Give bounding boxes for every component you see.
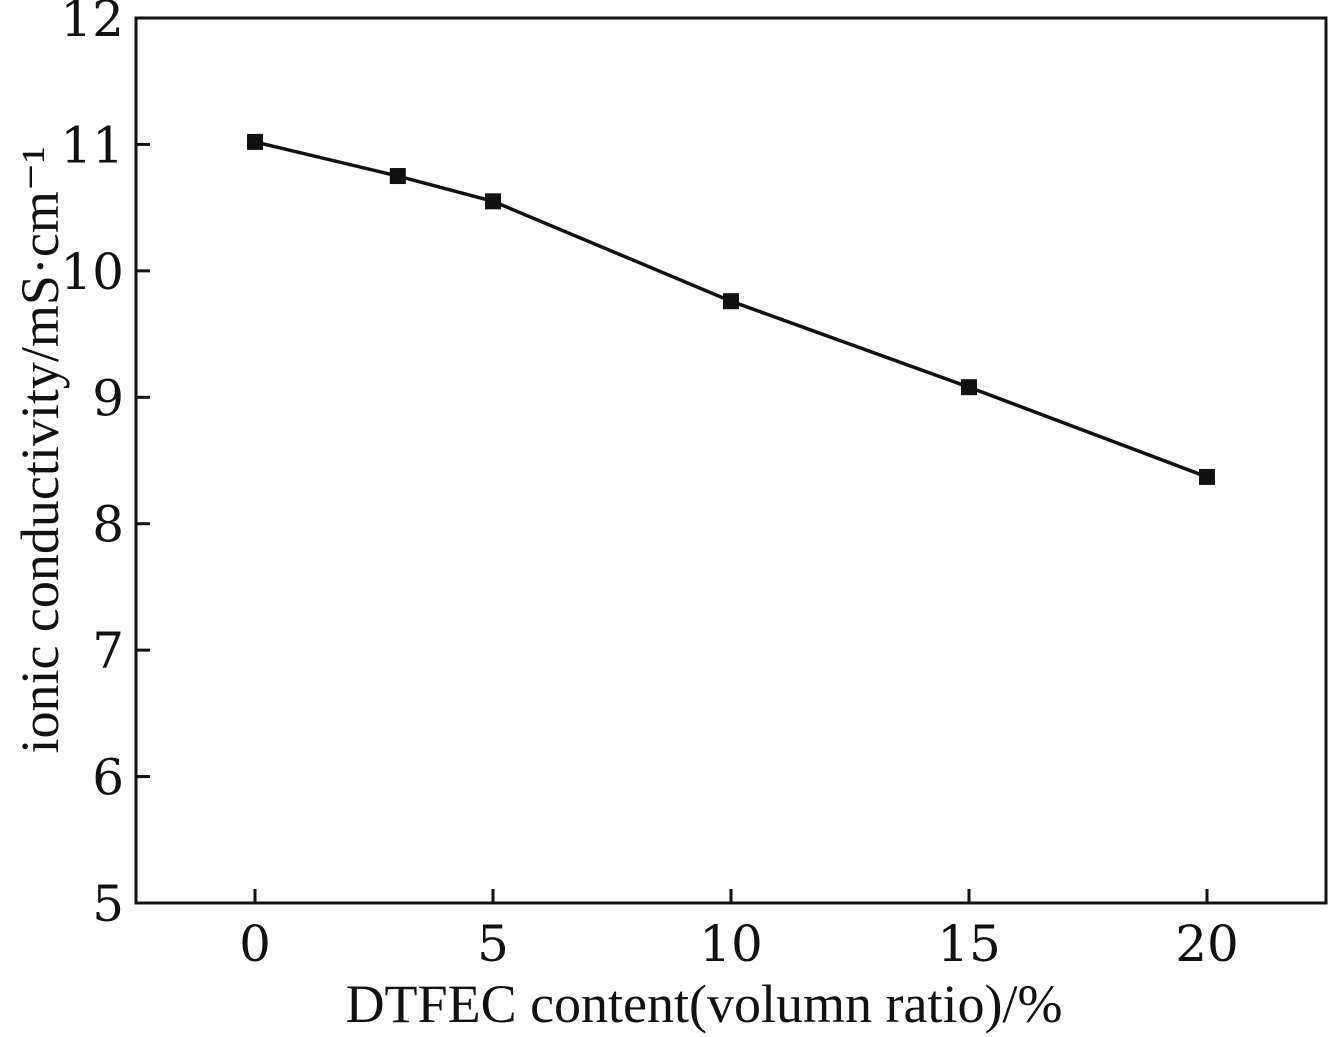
data-point — [389, 168, 406, 185]
y-tick-label: 7 — [92, 622, 124, 680]
y-tick-label: 11 — [60, 116, 124, 174]
x-tick-label: 20 — [1175, 915, 1239, 973]
data-point — [961, 379, 977, 396]
data-point — [485, 193, 501, 210]
y-tick-label: 12 — [60, 0, 124, 48]
plot-frame — [134, 16, 1328, 905]
x-tick-label: 15 — [937, 915, 1001, 973]
y-tick-label: 8 — [92, 496, 124, 554]
y-tick-label: 9 — [92, 369, 124, 427]
series-line — [254, 140, 1208, 479]
data-point — [1199, 468, 1215, 485]
x-tick-label: 0 — [239, 915, 271, 973]
data-point — [723, 293, 739, 310]
y-tick-label: 5 — [92, 875, 124, 933]
y-tick-label: 10 — [60, 243, 124, 301]
x-axis-label: DTFEC content(volumn ratio)/% — [346, 974, 1063, 1034]
series-group — [247, 133, 1215, 485]
y-axis-label: ionic conductivity/mS·cm⁻¹ — [10, 146, 70, 753]
data-point — [247, 133, 263, 150]
x-axis: 0 5 10 15 20 — [239, 889, 1239, 973]
x-tick-label: 10 — [699, 915, 763, 973]
x-tick-label: 5 — [477, 915, 509, 973]
y-axis: 5 6 7 8 9 10 11 12 — [60, 0, 150, 933]
y-tick-label: 6 — [92, 749, 124, 807]
